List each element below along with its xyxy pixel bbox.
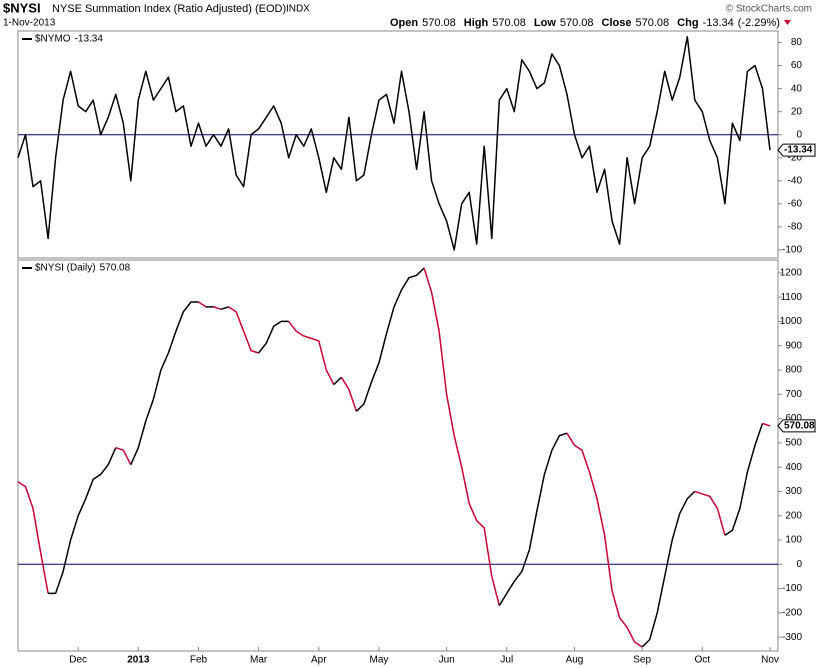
x-tick-label: Feb xyxy=(190,655,208,666)
series-line xyxy=(566,432,643,648)
y-tick-label: -200 xyxy=(782,608,802,619)
y-tick-label: 80 xyxy=(791,37,803,48)
x-tick-label: Dec xyxy=(69,655,87,666)
x-tick-label: Nov xyxy=(761,655,779,666)
x-tick-label: May xyxy=(370,655,389,666)
legend-name: $NYMO xyxy=(35,34,71,45)
y-tick-label: 300 xyxy=(785,486,802,497)
x-tick-label: Apr xyxy=(311,655,327,666)
quote: Open 570.08 High 570.08 Low 570.08 Close 570.08… xyxy=(390,17,791,29)
y-tick-label: 0 xyxy=(796,559,802,570)
change-arrow xyxy=(783,20,791,25)
legend-name: $NYSI (Daily) xyxy=(35,263,96,274)
quote-value: 570.08 xyxy=(422,17,456,29)
y-tick-label: -40 xyxy=(788,175,803,186)
x-tick-label: Jun xyxy=(439,655,455,666)
quote-label: Close xyxy=(602,17,632,29)
series-line xyxy=(48,447,117,595)
quote-label: Low xyxy=(534,17,556,29)
symbol: $NYSI xyxy=(3,0,41,15)
quote-value: 570.08 xyxy=(636,17,670,29)
series-line xyxy=(694,490,726,536)
change-label: Chg xyxy=(677,17,698,29)
y-tick-label: 0 xyxy=(796,129,802,140)
y-tick-label: 40 xyxy=(791,83,803,94)
series-line xyxy=(228,306,259,354)
x-tick-label: 2013 xyxy=(127,655,150,666)
y-tick-label: -100 xyxy=(782,583,802,594)
y-tick-label: 400 xyxy=(785,462,802,473)
y-tick-label: 20 xyxy=(791,106,803,117)
y-tick-label: -300 xyxy=(782,632,802,643)
series-line xyxy=(130,301,199,466)
y-tick-label: 600 xyxy=(785,413,802,424)
y-tick-label: 100 xyxy=(785,535,802,546)
series-line xyxy=(333,376,342,386)
y-tick-label: 700 xyxy=(785,389,802,400)
x-tick-label: Jul xyxy=(500,655,513,666)
series-line xyxy=(340,376,358,412)
y-tick-label: 900 xyxy=(785,340,802,351)
series-line xyxy=(198,301,207,308)
legend-value: 570.08 xyxy=(100,263,131,274)
exchange: INDX xyxy=(286,4,310,15)
y-tick-label: -20 xyxy=(788,152,803,163)
y-tick-label: -80 xyxy=(788,222,803,233)
date: 1-Nov-2013 xyxy=(3,18,56,29)
series-line xyxy=(17,481,49,594)
last-value-tag xyxy=(777,419,816,433)
y-tick-label: 60 xyxy=(791,60,803,71)
y-tick-label: 800 xyxy=(785,365,802,376)
y-tick-label: 1000 xyxy=(780,316,803,327)
credit: © StockCharts.com xyxy=(726,4,812,15)
y-tick-label: 200 xyxy=(785,510,802,521)
change-value: -13.34 xyxy=(703,17,734,29)
y-tick-label: 500 xyxy=(785,438,802,449)
last-value-label: 570.08 xyxy=(784,420,815,431)
series-line xyxy=(423,267,501,606)
index-name: NYSE Summation Index (Ratio Adjusted) (E… xyxy=(52,3,286,15)
series-line xyxy=(115,446,132,466)
last-value-label: -13.34 xyxy=(784,145,813,156)
series-line xyxy=(258,320,289,354)
y-tick-label: -60 xyxy=(788,198,803,209)
y-tick-label: 1200 xyxy=(780,268,803,279)
series-line xyxy=(288,320,335,385)
change-pct: (-2.29%) xyxy=(738,17,780,29)
x-tick-label: Oct xyxy=(695,655,711,666)
y-tick-label: 1100 xyxy=(780,292,802,303)
y-tick-label: -100 xyxy=(782,245,802,256)
legend-value: -13.34 xyxy=(75,34,104,45)
panel-frame xyxy=(17,259,779,652)
series-line xyxy=(724,423,764,536)
x-tick-label: Sep xyxy=(633,655,651,666)
quote-value: 570.08 xyxy=(560,17,594,29)
series-line xyxy=(498,432,568,606)
series-line xyxy=(17,36,771,251)
series-line xyxy=(355,267,425,412)
series-line xyxy=(213,306,222,311)
panel-frame xyxy=(17,30,779,259)
quote-value: 570.08 xyxy=(492,17,526,29)
x-tick-label: Aug xyxy=(566,655,584,666)
last-value-tag xyxy=(777,143,816,157)
series-line xyxy=(641,490,696,648)
quote-label: High xyxy=(464,17,489,29)
x-tick-label: Mar xyxy=(250,655,268,666)
series-line xyxy=(220,306,229,311)
series-line xyxy=(762,422,771,427)
quote-label: Open xyxy=(390,17,418,29)
